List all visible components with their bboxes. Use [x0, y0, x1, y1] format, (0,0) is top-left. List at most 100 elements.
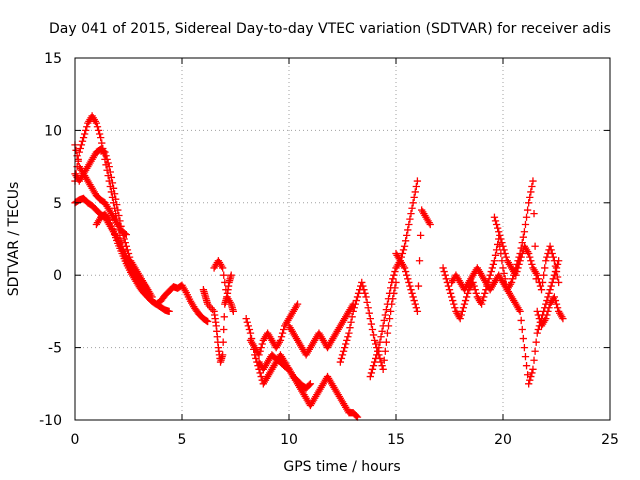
- data-point: [367, 369, 376, 377]
- series-arc-9: [246, 300, 302, 359]
- data-point: [499, 242, 507, 250]
- data-point: [553, 273, 562, 281]
- data-point: [500, 269, 508, 278]
- data-point: [519, 334, 527, 343]
- data-point: [492, 220, 501, 229]
- y-tick-label: 10: [44, 123, 62, 139]
- data-point: [550, 293, 559, 301]
- data-point: [488, 264, 496, 272]
- data-point: [551, 262, 560, 270]
- data-point: [415, 257, 424, 265]
- data-point: [497, 235, 505, 243]
- data-point: [451, 304, 459, 312]
- data-point: [439, 264, 447, 272]
- data-point: [401, 237, 410, 245]
- data-point: [529, 365, 537, 373]
- data-point: [243, 318, 251, 326]
- data-point: [108, 225, 117, 233]
- data-point: [526, 376, 534, 384]
- data-point: [540, 271, 548, 279]
- data-point: [400, 264, 409, 272]
- data-point: [347, 318, 355, 326]
- data-point: [490, 213, 499, 221]
- data-point: [459, 304, 468, 312]
- data-point: [358, 278, 366, 287]
- data-point: [516, 257, 524, 265]
- data-point: [257, 343, 265, 352]
- data-point: [103, 155, 111, 164]
- data-point: [536, 318, 545, 326]
- data-point: [541, 264, 549, 272]
- data-point: [559, 314, 567, 323]
- data-point: [551, 296, 560, 305]
- data-point: [416, 231, 425, 240]
- y-axis-title: SDTVAR / TECUs: [6, 182, 22, 297]
- data-point: [446, 289, 455, 297]
- data-point: [242, 314, 250, 323]
- data-point: [383, 300, 392, 308]
- data-point: [252, 354, 260, 363]
- data-point: [120, 235, 128, 243]
- data-point: [528, 260, 536, 268]
- data-point: [413, 177, 422, 185]
- data-point: [370, 336, 379, 345]
- data-point: [115, 211, 123, 220]
- data-point: [123, 246, 132, 254]
- data-point: [361, 289, 369, 297]
- data-point: [491, 217, 500, 225]
- data-point: [370, 358, 379, 366]
- data-point: [366, 372, 374, 381]
- data-point: [520, 228, 529, 236]
- data-point: [121, 230, 129, 238]
- data-point: [444, 282, 453, 290]
- data-point: [456, 314, 464, 323]
- data-point: [364, 304, 372, 312]
- x-tick-label: 10: [280, 432, 298, 448]
- data-point: [538, 311, 547, 319]
- data-point: [411, 188, 419, 196]
- data-point: [343, 336, 351, 345]
- data-point: [257, 372, 265, 381]
- x-tick-label: 15: [387, 432, 405, 448]
- data-point: [499, 264, 507, 272]
- data-point: [530, 210, 538, 218]
- data-point: [353, 413, 362, 421]
- data-point: [387, 284, 395, 292]
- data-point: [495, 228, 503, 236]
- data-point: [109, 184, 118, 192]
- y-tick-label: -10: [39, 413, 62, 429]
- series-arc-14: [392, 206, 434, 316]
- data-point: [535, 322, 544, 330]
- data-point: [540, 307, 548, 316]
- data-point: [378, 327, 386, 335]
- data-point: [354, 289, 363, 297]
- series-arc-12: [336, 278, 400, 373]
- data-point: [379, 322, 387, 330]
- data-point: [546, 286, 554, 294]
- data-point: [202, 317, 211, 325]
- data-point: [378, 362, 386, 370]
- data-point: [399, 246, 408, 254]
- data-point: [369, 331, 378, 339]
- data-point: [517, 316, 525, 325]
- data-point: [541, 304, 549, 312]
- data-point: [529, 177, 537, 185]
- data-point: [405, 220, 413, 229]
- data-point: [93, 123, 102, 131]
- data-point: [112, 195, 120, 203]
- data-point: [519, 233, 527, 241]
- data-point: [112, 233, 120, 242]
- data-point: [277, 333, 286, 341]
- series-arc-17: [490, 213, 563, 294]
- data-point: [525, 380, 533, 388]
- data-point: [426, 220, 434, 229]
- data-point: [352, 412, 361, 420]
- series-arc-1: [71, 112, 173, 316]
- y-tick-label: -5: [48, 341, 62, 357]
- data-point: [553, 304, 562, 312]
- data-point: [489, 260, 498, 268]
- data-point: [543, 296, 551, 305]
- data-point: [280, 325, 288, 334]
- data-point: [450, 300, 458, 308]
- data-point: [458, 307, 466, 316]
